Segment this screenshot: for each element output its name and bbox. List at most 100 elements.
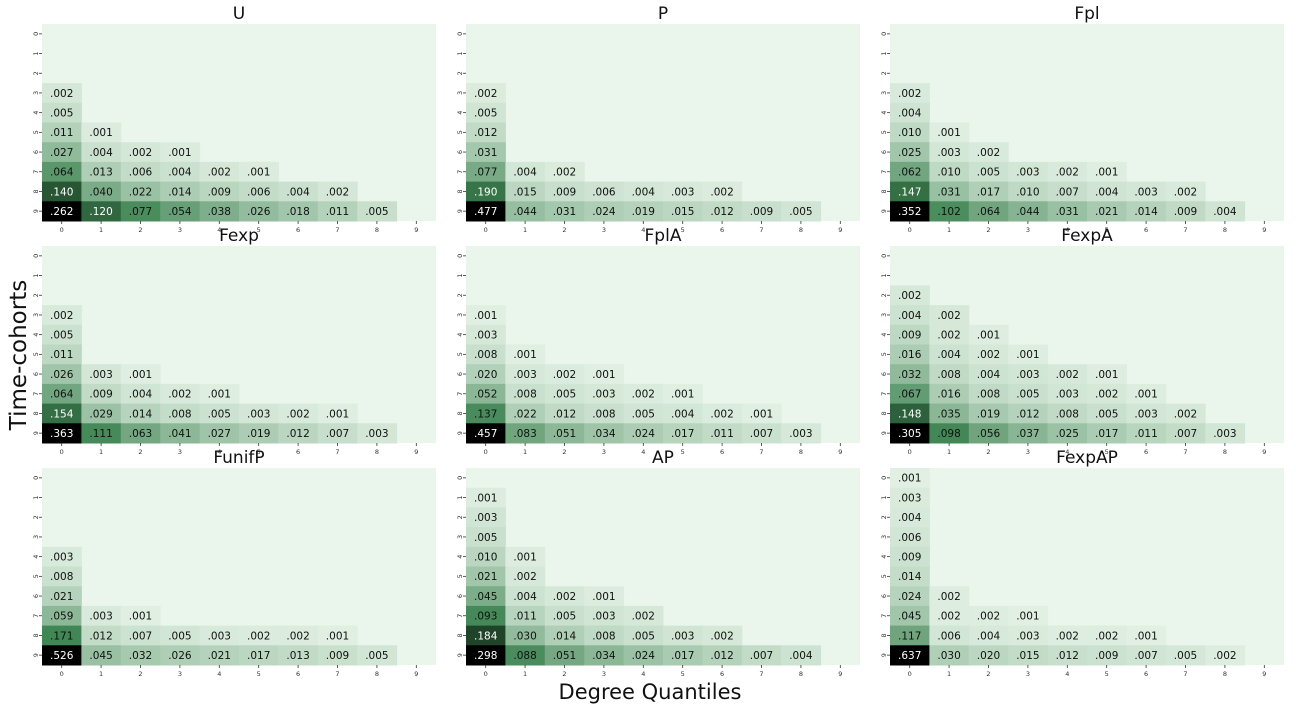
figure-y-label: Time-cohorts	[6, 280, 32, 431]
x-tick-label: 8	[375, 226, 379, 234]
heatmap-cell-label: .003	[592, 389, 615, 401]
heatmap-cell-label: .637	[898, 650, 921, 662]
heatmap-cell-label: .004	[513, 591, 537, 603]
heatmap-cell-label: .031	[553, 206, 576, 218]
heatmap-cell-label: .009	[750, 206, 773, 218]
heatmap-cell	[42, 403, 82, 424]
heatmap-cell-label: .024	[632, 650, 656, 662]
heatmap-cell	[584, 605, 625, 627]
heatmap-cell	[1008, 364, 1049, 385]
heatmap-cell	[505, 423, 546, 444]
x-tick-label: 0	[484, 448, 488, 456]
heatmap-cell-label: .045	[898, 611, 921, 623]
heatmap-cell	[120, 201, 161, 222]
x-tick-label: 5	[681, 226, 685, 234]
x-tick-label: 9	[838, 670, 842, 678]
heatmap-cell-label: .063	[129, 428, 152, 440]
heatmap-cell-label: .010	[898, 127, 921, 139]
heatmap-cell-label: .005	[1174, 650, 1197, 662]
heatmap-cell	[544, 423, 585, 444]
x-tick-label: 2	[986, 226, 990, 234]
heatmap-cell	[42, 605, 82, 627]
y-tick-label: 7	[880, 170, 888, 174]
heatmap-cell	[1205, 423, 1246, 444]
y-tick-label: 9	[880, 431, 888, 435]
heatmap-cell-label: .017	[671, 428, 694, 440]
heatmap-cell	[781, 201, 822, 222]
heatmap-cell-label: .004	[898, 512, 922, 524]
x-tick-label: 0	[908, 448, 912, 456]
heatmap-cell-label: .007	[1056, 186, 1079, 198]
heatmap-cell	[81, 142, 122, 163]
heatmap-cell	[968, 142, 1009, 163]
heatmap-cell	[199, 161, 240, 183]
heatmap-cell	[199, 201, 240, 222]
heatmap-cell-label: .002	[710, 408, 733, 420]
heatmap-cell	[890, 305, 930, 326]
x-tick-label: 2	[138, 226, 142, 234]
heatmap-cell	[544, 625, 585, 646]
heatmap-cell	[663, 201, 703, 222]
heatmap-cell	[466, 324, 506, 345]
heatmap-cell-label: .002	[474, 88, 497, 100]
heatmap-cell-label: .004	[671, 408, 695, 420]
heatmap-cell-label: .011	[1134, 428, 1157, 440]
heatmap-cell-label: .088	[513, 650, 536, 662]
x-tick-label: 8	[799, 448, 803, 456]
heatmap-cell-label: .004	[129, 389, 153, 401]
heatmap-cell-label: .005	[1016, 389, 1039, 401]
heatmap-cell-label: .352	[898, 206, 921, 218]
heatmap-cell	[623, 625, 664, 646]
heatmap-cell-label: .002	[937, 310, 960, 322]
x-tick-label: 4	[217, 670, 221, 678]
heatmap-cell-label: .006	[247, 186, 271, 198]
heatmap-cell	[42, 102, 82, 123]
heatmap-cell	[120, 625, 161, 646]
y-tick-label: 6	[880, 372, 888, 376]
heatmap-cell-label: .005	[1095, 408, 1118, 420]
heatmap-cell-label: .004	[1095, 186, 1119, 198]
heatmap-cell-label: .052	[474, 389, 497, 401]
heatmap-cell	[1165, 201, 1206, 222]
heatmap-cell	[929, 605, 970, 627]
heatmap-cell	[1047, 181, 1088, 202]
heatmap-cell-label: .005	[632, 630, 655, 642]
heatmap-cell	[929, 645, 970, 666]
heatmap-cell	[81, 605, 122, 627]
heatmap-panel-U: .002 .005 .011 .001 .027 .004 .002 .001 .064 .013…	[32, 4, 436, 234]
heatmap-cell	[505, 645, 546, 666]
heatmap-cell	[1165, 645, 1206, 666]
y-tick-label: 3	[880, 91, 888, 95]
heatmap-cell	[702, 403, 743, 424]
x-tick-label: 4	[1065, 670, 1069, 678]
heatmap-cell-label: .005	[632, 408, 655, 420]
heatmap-cell-label: .002	[632, 611, 655, 623]
y-tick-label: 9	[32, 653, 40, 657]
x-tick-label: 0	[908, 226, 912, 234]
heatmap-cell-label: .003	[474, 512, 497, 524]
heatmap-cell	[466, 645, 506, 666]
heatmap-cell	[702, 645, 743, 666]
heatmap-cell-label: .120	[89, 206, 112, 218]
heatmap-cell-label: .001	[592, 369, 615, 381]
heatmap-cell	[890, 403, 930, 424]
x-tick-label: 0	[484, 670, 488, 678]
heatmap-cell-label: .021	[1095, 206, 1118, 218]
x-tick-label: 7	[335, 448, 339, 456]
heatmap-cell	[357, 645, 398, 666]
heatmap-cell	[160, 645, 201, 666]
heatmap-cell-label: .054	[168, 206, 192, 218]
heatmap-cell-label: .008	[937, 369, 960, 381]
heatmap-cell	[929, 586, 970, 607]
heatmap-cell	[968, 645, 1009, 666]
heatmap-cell	[357, 423, 398, 444]
heatmap-cell-label: .011	[50, 349, 73, 361]
heatmap-title: P	[658, 4, 668, 24]
x-tick-label: 1	[523, 226, 527, 234]
heatmap-cell-label: .007	[750, 428, 773, 440]
heatmap-cell-label: .031	[1056, 206, 1079, 218]
heatmap-cell	[505, 403, 546, 424]
heatmap-cell	[505, 181, 546, 202]
y-tick-label: 8	[456, 411, 464, 415]
heatmap-cell-label: .010	[1016, 186, 1039, 198]
